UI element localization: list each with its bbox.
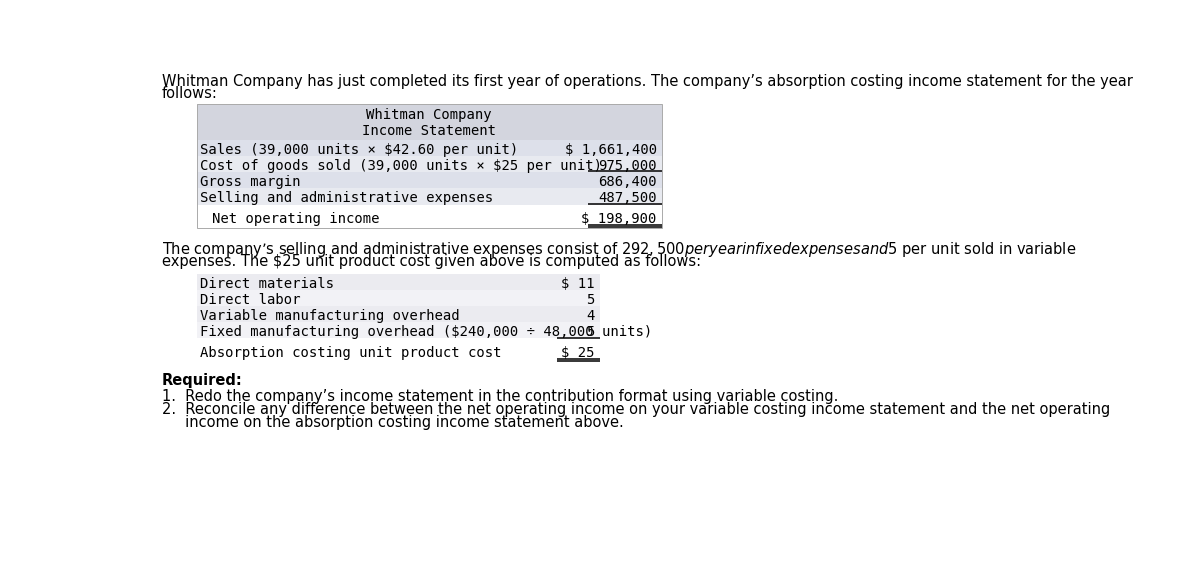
Text: Direct labor: Direct labor — [199, 293, 300, 307]
Text: $ 198,900: $ 198,900 — [582, 212, 656, 226]
Text: 686,400: 686,400 — [599, 175, 656, 189]
Text: Absorption costing unit product cost: Absorption costing unit product cost — [199, 346, 502, 360]
Text: Variable manufacturing overhead: Variable manufacturing overhead — [199, 309, 460, 323]
Bar — [197, 338, 600, 359]
Text: Whitman Company has just completed its first year of operations. The company’s a: Whitman Company has just completed its f… — [162, 74, 1133, 89]
Text: 2.  Reconcile any difference between the net operating income on your variable c: 2. Reconcile any difference between the … — [162, 402, 1110, 418]
Bar — [197, 105, 661, 228]
Text: Selling and administrative expenses: Selling and administrative expenses — [199, 192, 493, 205]
Text: Income Statement: Income Statement — [362, 124, 496, 138]
Bar — [197, 172, 661, 188]
Bar — [197, 323, 600, 338]
Text: Net operating income: Net operating income — [212, 212, 379, 226]
Text: 975,000: 975,000 — [599, 159, 656, 173]
Text: 487,500: 487,500 — [599, 192, 656, 205]
Text: Whitman Company: Whitman Company — [366, 108, 492, 123]
Text: $ 11: $ 11 — [562, 277, 595, 291]
Bar — [197, 274, 600, 290]
Text: Direct materials: Direct materials — [199, 277, 334, 291]
Bar — [197, 188, 661, 205]
Text: 5: 5 — [587, 325, 595, 339]
Text: Required:: Required: — [162, 373, 242, 388]
Bar — [197, 140, 661, 156]
Text: Cost of goods sold (39,000 units × $25 per unit): Cost of goods sold (39,000 units × $25 p… — [199, 159, 601, 173]
Text: 1.  Redo the company’s income statement in the contribution format using variabl: 1. Redo the company’s income statement i… — [162, 388, 838, 404]
Text: expenses. The $25 unit product cost given above is computed as follows:: expenses. The $25 unit product cost give… — [162, 254, 701, 269]
Text: Gross margin: Gross margin — [199, 175, 300, 189]
Bar — [197, 105, 661, 140]
Bar — [197, 205, 661, 225]
Text: 4: 4 — [587, 309, 595, 323]
Bar — [197, 290, 600, 306]
Text: $ 1,661,400: $ 1,661,400 — [565, 143, 656, 157]
Text: income on the absorption costing income statement above.: income on the absorption costing income … — [162, 415, 623, 430]
Text: $ 25: $ 25 — [562, 346, 595, 360]
Text: 5: 5 — [587, 293, 595, 307]
Bar — [197, 306, 600, 323]
Text: follows:: follows: — [162, 86, 217, 101]
Text: Sales (39,000 units × $42.60 per unit): Sales (39,000 units × $42.60 per unit) — [199, 143, 518, 157]
Bar — [197, 156, 661, 172]
Text: The company’s selling and administrative expenses consist of $292,500 per year i: The company’s selling and administrative… — [162, 240, 1076, 259]
Text: Fixed manufacturing overhead ($240,000 ÷ 48,000 units): Fixed manufacturing overhead ($240,000 ÷… — [199, 325, 652, 339]
